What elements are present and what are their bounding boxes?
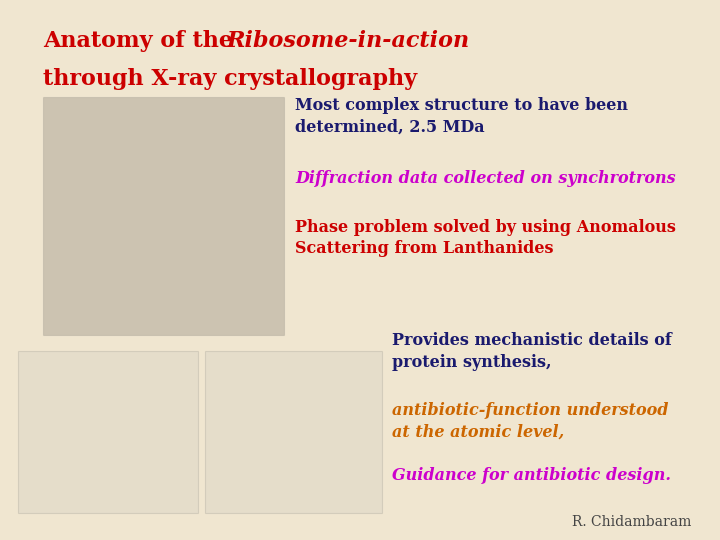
- Text: Anatomy of the: Anatomy of the: [43, 30, 241, 52]
- Text: antibiotic-function understood
at the atomic level,: antibiotic-function understood at the at…: [392, 402, 669, 441]
- FancyBboxPatch shape: [205, 351, 382, 513]
- FancyBboxPatch shape: [43, 97, 284, 335]
- Text: R. Chidambaram: R. Chidambaram: [572, 515, 691, 529]
- FancyBboxPatch shape: [18, 351, 198, 513]
- Text: Phase problem solved by using Anomalous
Scattering from Lanthanides: Phase problem solved by using Anomalous …: [295, 219, 676, 257]
- Text: Guidance for antibiotic design.: Guidance for antibiotic design.: [392, 467, 672, 484]
- Text: Most complex structure to have been
determined, 2.5 MDa: Most complex structure to have been dete…: [295, 97, 628, 136]
- Text: Diffraction data collected on synchrotrons: Diffraction data collected on synchrotro…: [295, 170, 676, 187]
- Text: through X-ray crystallography: through X-ray crystallography: [43, 68, 418, 90]
- Text: Provides mechanistic details of
protein synthesis,: Provides mechanistic details of protein …: [392, 332, 672, 370]
- Text: Ribosome-in-action: Ribosome-in-action: [227, 30, 470, 52]
